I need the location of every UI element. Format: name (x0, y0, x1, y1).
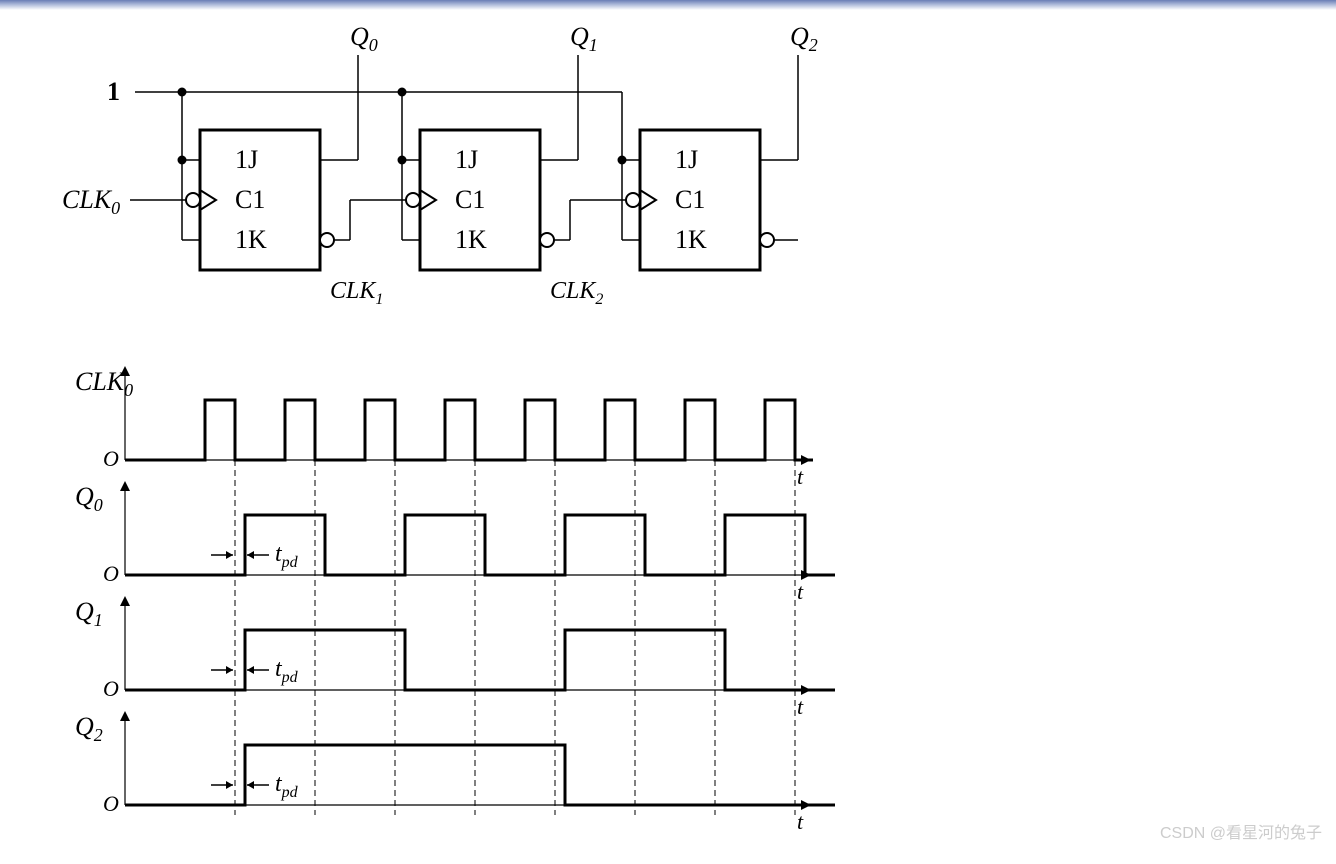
svg-text:Q1: Q1 (75, 597, 103, 630)
svg-text:1J: 1J (235, 145, 258, 174)
svg-text:Q2: Q2 (790, 22, 818, 55)
svg-text:1J: 1J (675, 145, 698, 174)
watermark: CSDN @看星河的兔子 (1160, 819, 1322, 843)
svg-text:Q0: Q0 (350, 22, 378, 55)
svg-text:Q0: Q0 (75, 482, 103, 515)
svg-text:C1: C1 (235, 185, 265, 214)
svg-text:t: t (797, 464, 804, 489)
svg-text:C1: C1 (675, 185, 705, 214)
svg-text:Q1: Q1 (570, 22, 598, 55)
svg-text:1J: 1J (455, 145, 478, 174)
svg-text:O: O (103, 676, 119, 701)
svg-text:1K: 1K (235, 225, 267, 254)
diagram-svg: 1JC11K1JC11K1JC11K1CLK0Q0Q1Q2CLK1CLK2CLK… (0, 10, 1336, 859)
svg-text:t: t (797, 579, 804, 604)
svg-text:Q2: Q2 (75, 712, 103, 745)
svg-text:CLK1: CLK1 (330, 278, 383, 308)
svg-text:CLK0: CLK0 (62, 185, 120, 218)
svg-text:C1: C1 (455, 185, 485, 214)
svg-text:tpd: tpd (275, 771, 299, 801)
svg-text:O: O (103, 561, 119, 586)
svg-text:CLK2: CLK2 (550, 278, 603, 308)
svg-text:1: 1 (107, 77, 120, 106)
svg-text:t: t (797, 809, 804, 834)
svg-text:tpd: tpd (275, 656, 299, 686)
svg-text:O: O (103, 446, 119, 471)
svg-text:t: t (797, 694, 804, 719)
svg-text:1K: 1K (455, 225, 487, 254)
svg-text:1K: 1K (675, 225, 707, 254)
top-bar (0, 0, 1336, 10)
svg-text:O: O (103, 791, 119, 816)
svg-text:tpd: tpd (275, 541, 299, 571)
